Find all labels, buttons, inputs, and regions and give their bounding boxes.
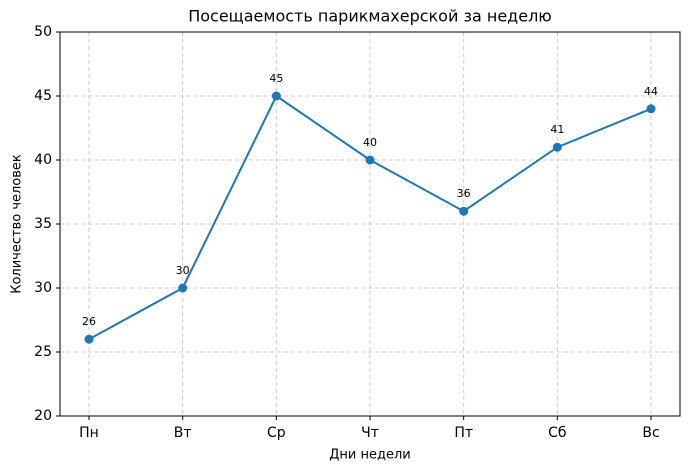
y-tick-label: 30 — [34, 280, 52, 296]
chart-title: Посещаемость парикмахерской за неделю — [188, 7, 552, 26]
point — [178, 283, 188, 293]
y-tick-label: 25 — [34, 344, 52, 360]
point — [552, 142, 562, 152]
x-tick-label: Пн — [79, 425, 99, 441]
data-label: 36 — [457, 187, 471, 200]
x-tick-label: Ср — [267, 425, 286, 441]
point — [459, 206, 469, 216]
plot-frame — [59, 31, 681, 417]
data-label: 44 — [644, 85, 658, 98]
y-tick-label: 40 — [34, 152, 52, 168]
point — [84, 334, 94, 344]
y-tick-label: 50 — [34, 24, 52, 40]
data-label: 26 — [82, 315, 96, 328]
y-tick-label: 45 — [34, 88, 52, 104]
x-axis-label: Дни недели — [329, 448, 410, 463]
y-axis-label: Количество человек — [10, 154, 25, 294]
point — [646, 104, 656, 114]
data-label: 40 — [363, 136, 377, 149]
x-tick-label: Пт — [454, 425, 473, 441]
point — [271, 91, 281, 101]
data-label: 41 — [550, 123, 564, 136]
point — [365, 155, 375, 165]
data-label: 30 — [176, 264, 190, 277]
x-tick-label: Вт — [174, 425, 192, 441]
y-tick-label: 20 — [34, 408, 52, 424]
x-tick-label: Сб — [548, 425, 566, 441]
y-tick-label: 35 — [34, 216, 52, 232]
data-label: 45 — [269, 72, 283, 85]
x-tick-label: Чт — [361, 425, 379, 441]
x-tick-label: Вс — [642, 425, 659, 441]
